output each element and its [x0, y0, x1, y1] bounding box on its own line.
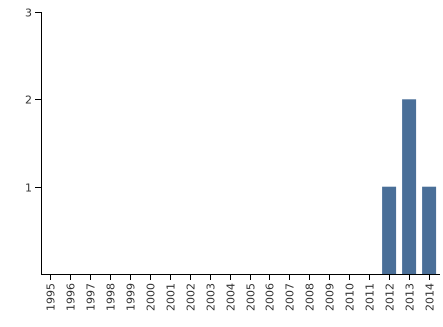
y-tick-label: 1: [25, 182, 32, 195]
x-tick-label: 2002: [185, 283, 198, 311]
x-tick-label: 2000: [145, 283, 158, 311]
y-tick-label: 2: [25, 94, 32, 107]
x-tick-label: 2001: [165, 283, 178, 311]
x-tick-label: 2009: [324, 283, 337, 311]
x-tick-label: 2013: [404, 283, 417, 311]
bars: [382, 99, 437, 274]
x-axis-ticks: 1995 1996 1997 1998 1999 2000 2001 2002 2003 2004…: [45, 274, 437, 311]
x-tick-label: 2011: [364, 283, 377, 311]
bar-2014: [422, 186, 437, 274]
y-tick-label: 3: [25, 7, 32, 20]
x-tick-label: 1997: [85, 283, 98, 311]
x-tick-label: 1998: [105, 283, 118, 311]
x-tick-label: 1996: [65, 283, 78, 311]
x-tick-label: 2010: [344, 283, 357, 311]
x-tick-label: 2008: [304, 283, 317, 311]
x-tick-label: 2005: [245, 283, 258, 311]
x-tick-label: 2006: [264, 283, 277, 311]
x-tick-label: 2014: [424, 283, 437, 311]
x-tick-label: 2003: [205, 283, 218, 311]
x-tick-label: 2004: [225, 283, 238, 311]
x-tick-label: 2012: [384, 283, 397, 311]
x-tick-label: 1999: [125, 283, 138, 311]
bar-2012: [382, 186, 397, 274]
bar-2013: [402, 99, 417, 274]
x-tick-label: 2007: [284, 283, 297, 311]
x-tick-label: 1995: [45, 283, 58, 311]
y-axis-ticks: 1 2 3: [25, 7, 41, 195]
